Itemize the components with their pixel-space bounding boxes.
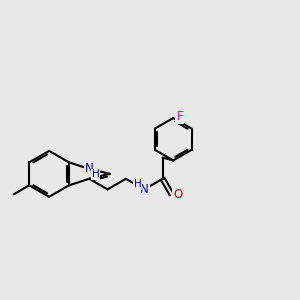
Text: F: F bbox=[176, 110, 183, 123]
Text: O: O bbox=[173, 188, 182, 201]
Text: H: H bbox=[92, 169, 100, 179]
Text: N: N bbox=[85, 162, 94, 176]
Text: H: H bbox=[134, 179, 142, 189]
Text: N: N bbox=[140, 183, 148, 196]
